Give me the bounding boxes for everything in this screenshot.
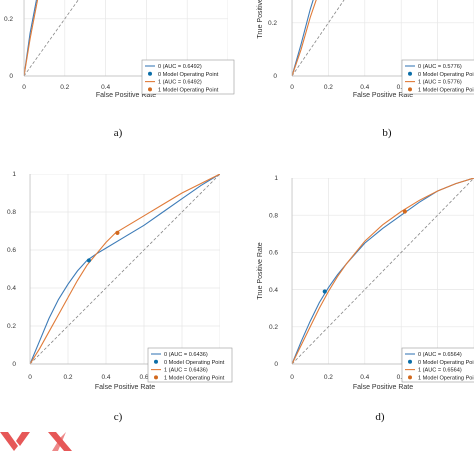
- legend-swatch-dot-3: [154, 375, 158, 380]
- x-tick-label-2: 0.4: [101, 84, 110, 91]
- logo-mark-icon: [0, 432, 72, 451]
- x-axis-label: False Positive Rate: [353, 384, 413, 391]
- x-tick-label-3: 0.6: [397, 84, 406, 91]
- legend-entry-0: 0 (AUC = 0.5776): [418, 64, 462, 70]
- operating-point-1: [115, 230, 120, 235]
- y-tick-label-0: 0: [274, 361, 278, 368]
- legend-entry-2: 1 (AUC = 0.6564): [418, 368, 462, 374]
- legend-entry-3: 1 Model Operating Point: [158, 87, 219, 93]
- legend-box: [141, 59, 235, 95]
- legend: 0 (AUC = 0.6436) 0 Model Operating Point 1…: [147, 347, 233, 383]
- y-tick-label-0: 0: [273, 73, 277, 80]
- legend: 0 (AUC = 0.6492) 0 Model Operating Point 1…: [141, 59, 235, 95]
- x-tick-label-0: 0: [22, 84, 26, 91]
- y-axis-label: True Positive Rate: [257, 242, 264, 299]
- legend-entry-3: 1 Model Operating Point: [164, 375, 225, 381]
- series-group: [292, 178, 474, 365]
- y-tick-label-4: 0.8: [7, 209, 16, 216]
- operating-point-0: [322, 289, 327, 294]
- chance-diagonal: [30, 174, 220, 365]
- x-tick-label-1: 0.2: [324, 84, 333, 91]
- x-tick-label-1: 0.2: [324, 374, 333, 381]
- legend: 0 (AUC = 0.6564) 0 Model Operating Point 1…: [401, 347, 474, 383]
- chance-diagonal: [292, 178, 474, 365]
- legend-entry-0: 0 (AUC = 0.6564): [418, 352, 462, 358]
- x-tick-label-2: 0.4: [101, 374, 110, 381]
- legend-entry-0: 0 (AUC = 0.6492): [158, 64, 202, 70]
- x-axis-label: False Positive Rate: [96, 92, 156, 99]
- y-tick-label-3: 0.6: [7, 247, 16, 254]
- legend-entry-2: 1 (AUC = 0.5776): [418, 80, 462, 86]
- y-tick-label-4: 0.8: [269, 212, 278, 219]
- x-tick-label-0: 0: [290, 374, 294, 381]
- y-tick-label-0: 0: [9, 73, 13, 80]
- logo-stroke-1: [0, 432, 18, 451]
- x-tick-label-1: 0.2: [60, 84, 69, 91]
- y-tick-label-1: 0.2: [4, 16, 13, 23]
- y-tick-label-5: 1: [274, 175, 278, 182]
- legend-swatch-dot-3: [148, 87, 152, 92]
- series-group: [30, 174, 220, 365]
- legend-swatch-dot-1: [408, 71, 412, 76]
- y-tick-label-2: 0.4: [269, 287, 278, 294]
- y-tick-label-1: 0.2: [269, 324, 278, 331]
- y-tick-label-1: 0.2: [268, 20, 277, 27]
- operating-point-0: [86, 258, 91, 263]
- legend-box: [147, 347, 233, 383]
- chance-line-group: [30, 174, 220, 365]
- x-axis-label: False Positive Rate: [353, 92, 413, 99]
- legend-entry-1: 0 Model Operating Point: [418, 72, 474, 78]
- panel-caption: c): [114, 411, 123, 423]
- panel-caption: a): [114, 127, 123, 139]
- y-tick-label-2: 0.4: [7, 285, 16, 292]
- legend-entry-3: 1 Model Operating Point: [418, 87, 474, 93]
- panel-caption: d): [375, 411, 385, 423]
- x-tick-label-3: 0.6: [139, 374, 148, 381]
- legend: 0 (AUC = 0.5776) 0 Model Operating Point 1…: [401, 59, 474, 95]
- logo-stroke-2: [16, 432, 30, 446]
- legend-swatch-dot-3: [408, 375, 412, 380]
- y-tick-label-5: 1: [12, 171, 16, 178]
- x-tick-label-1: 0.2: [63, 374, 72, 381]
- legend-swatch-dot-1: [154, 359, 158, 364]
- chance-line-group: [292, 178, 474, 365]
- legend-entry-1: 0 Model Operating Point: [418, 360, 474, 366]
- x-tick-label-3: 0.6: [397, 374, 406, 381]
- legend-entry-0: 0 (AUC = 0.6436): [164, 352, 208, 358]
- legend-swatch-dot-1: [148, 71, 152, 76]
- series-line-1: [292, 178, 474, 365]
- x-axis-label: False Positive Rate: [95, 384, 155, 391]
- legend-entry-1: 0 Model Operating Point: [164, 360, 225, 366]
- logo-stroke-4: [52, 432, 66, 451]
- legend-entry-2: 1 (AUC = 0.6492): [158, 80, 202, 86]
- x-tick-label-0: 0: [28, 374, 32, 381]
- x-tick-label-0: 0: [290, 84, 294, 91]
- legend-entry-2: 1 (AUC = 0.6436): [164, 368, 208, 374]
- y-axis-label: True Positive Rate: [257, 0, 264, 39]
- series-line-0: [292, 0, 314, 77]
- legend-swatch-dot-1: [408, 359, 412, 364]
- legend-entry-3: 1 Model Operating Point: [418, 375, 474, 381]
- panel-caption: b): [382, 127, 392, 139]
- y-tick-label-1: 0.2: [7, 323, 16, 330]
- legend-entry-1: 0 Model Operating Point: [158, 72, 219, 78]
- series-group: [292, 0, 317, 77]
- series-line-1: [292, 0, 317, 77]
- y-tick-label-3: 0.6: [269, 250, 278, 257]
- legend-swatch-dot-3: [408, 87, 412, 92]
- operating-point-1: [402, 209, 407, 214]
- series-line-1: [30, 174, 220, 365]
- x-tick-label-2: 0.4: [360, 84, 369, 91]
- y-tick-label-0: 0: [12, 361, 16, 368]
- x-tick-label-2: 0.4: [360, 374, 369, 381]
